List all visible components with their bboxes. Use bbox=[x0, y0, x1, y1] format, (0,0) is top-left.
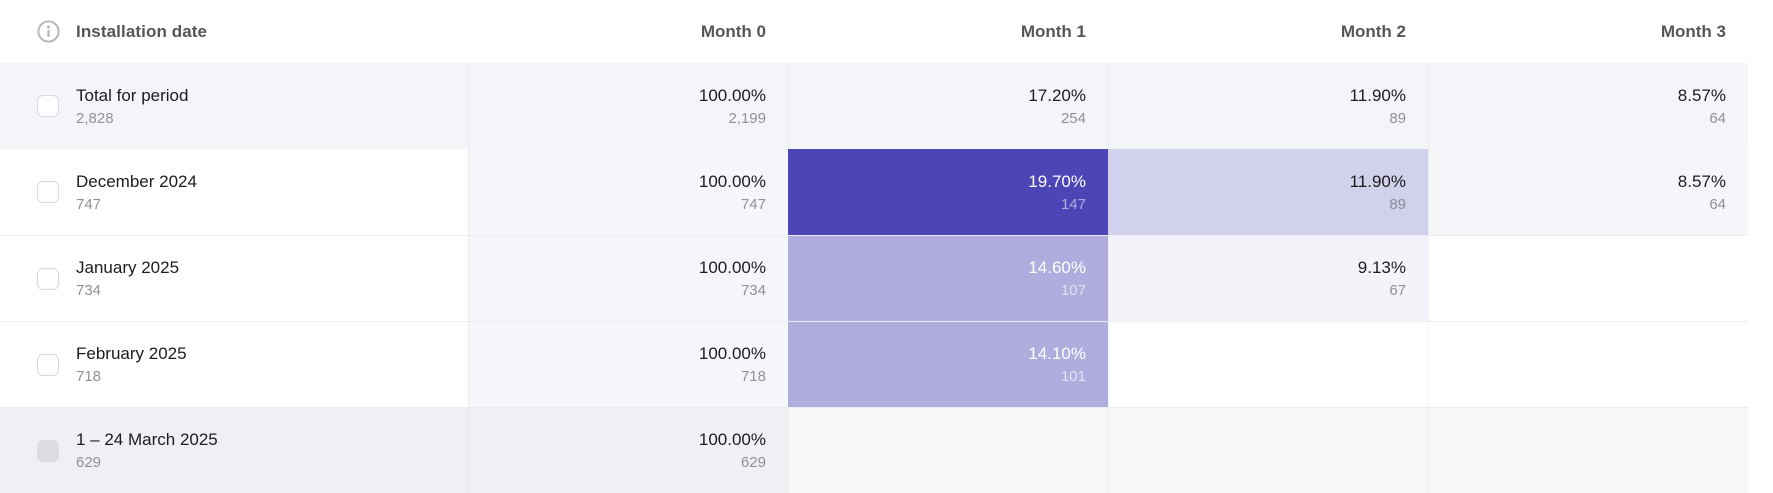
cohort-cell-month-2: 9.13% 67 bbox=[1108, 236, 1428, 321]
cohort-cell-month-1: 14.10% 101 bbox=[788, 322, 1108, 407]
cell-count: 89 bbox=[1389, 195, 1406, 213]
cell-count: 254 bbox=[1060, 109, 1086, 127]
cell-percent: 8.57% bbox=[1677, 85, 1726, 105]
cell-percent: 14.10% bbox=[1028, 344, 1086, 363]
row-label-block: January 2025 734 bbox=[76, 257, 179, 300]
cell-percent: 11.90% bbox=[1349, 171, 1406, 191]
cell-percent: 100.00% bbox=[698, 430, 766, 449]
column-header-month-0: Month 0 bbox=[700, 21, 766, 41]
cell-percent: 14.60% bbox=[1028, 258, 1086, 277]
row-checkbox bbox=[37, 439, 59, 462]
info-icon[interactable] bbox=[37, 20, 60, 43]
table-header: Installation date Month 0 Month 1 Month … bbox=[0, 0, 1748, 63]
cell-percent: 100.00% bbox=[698, 258, 766, 277]
row-checkbox[interactable] bbox=[37, 95, 59, 117]
cohort-cell-month-0: 100.00% 718 bbox=[468, 322, 788, 407]
cell-count: 747 bbox=[740, 195, 766, 213]
row-checkbox[interactable] bbox=[37, 353, 59, 376]
row-label-cell: 1 – 24 March 2025 629 bbox=[0, 408, 468, 493]
cohort-cell-month-1: 17.20% 254 bbox=[788, 63, 1108, 149]
cell-count: 629 bbox=[740, 454, 766, 471]
cohort-cell-month-2 bbox=[1108, 408, 1428, 493]
row-checkbox[interactable] bbox=[37, 181, 59, 203]
row-label: December 2024 bbox=[76, 171, 197, 191]
installation-date-label: Installation date bbox=[76, 21, 208, 41]
cohort-cell-month-3 bbox=[1428, 322, 1748, 407]
cohort-cell-month-2: 11.90% 89 bbox=[1108, 149, 1428, 235]
table-row-total[interactable]: Total for period 2,828 100.00% 2,199 17.… bbox=[0, 63, 1748, 149]
cohort-cell-month-1 bbox=[788, 408, 1108, 493]
row-count: 629 bbox=[76, 454, 102, 471]
cell-count: 107 bbox=[1060, 282, 1086, 299]
row-label-block: February 2025 718 bbox=[76, 343, 187, 386]
cohort-cell-month-0: 100.00% 747 bbox=[468, 149, 788, 235]
row-checkbox[interactable] bbox=[37, 267, 59, 290]
cell-count: 147 bbox=[1060, 195, 1086, 213]
cell-count: 718 bbox=[740, 368, 766, 385]
cell-count: 89 bbox=[1389, 109, 1406, 127]
cohort-cell-month-2: 11.90% 89 bbox=[1108, 63, 1428, 149]
cell-percent: 100.00% bbox=[698, 171, 766, 191]
cell-count: 64 bbox=[1709, 195, 1726, 213]
cell-count: 101 bbox=[1060, 368, 1086, 385]
cell-count: 64 bbox=[1709, 109, 1726, 127]
row-label-block: Total for period 2,828 bbox=[76, 85, 188, 128]
cell-count: 67 bbox=[1389, 282, 1406, 299]
row-count: 747 bbox=[76, 195, 102, 213]
row-label-cell: Total for period 2,828 bbox=[0, 63, 468, 149]
row-count: 718 bbox=[76, 368, 102, 385]
row-count: 734 bbox=[76, 282, 102, 299]
cohort-cell-month-3: 8.57% 64 bbox=[1428, 149, 1748, 235]
row-label-cell: February 2025 718 bbox=[0, 322, 468, 407]
cell-percent: 19.70% bbox=[1028, 171, 1086, 191]
row-count: 2,828 bbox=[76, 109, 114, 127]
row-label: Total for period bbox=[76, 85, 189, 105]
cell-percent: 11.90% bbox=[1349, 85, 1406, 105]
cohort-cell-month-0: 100.00% 734 bbox=[468, 236, 788, 321]
cell-count: 734 bbox=[740, 282, 766, 299]
row-label: 1 – 24 March 2025 bbox=[76, 430, 218, 449]
row-label-cell: January 2025 734 bbox=[0, 236, 468, 321]
row-label-block: December 2024 747 bbox=[76, 171, 197, 214]
cohort-cell-month-1: 14.60% 107 bbox=[788, 236, 1108, 321]
table-row-february-2025[interactable]: February 2025 718 100.00% 718 14.10% 101 bbox=[0, 321, 1748, 407]
column-header-month-1: Month 1 bbox=[1020, 21, 1086, 41]
cell-percent: 9.13% bbox=[1357, 258, 1406, 277]
cohort-cell-month-3 bbox=[1428, 236, 1748, 321]
cohort-cell-month-3 bbox=[1428, 408, 1748, 493]
cell-count: 2,199 bbox=[728, 109, 766, 127]
cell-percent: 100.00% bbox=[698, 85, 766, 105]
cohort-cell-month-1: 19.70% 147 bbox=[788, 149, 1108, 235]
cohort-cell-month-3: 8.57% 64 bbox=[1428, 63, 1748, 149]
cell-percent: 100.00% bbox=[698, 344, 766, 363]
cohort-cell-month-0: 100.00% 2,199 bbox=[468, 63, 788, 149]
column-header-month-3: Month 3 bbox=[1660, 21, 1726, 41]
row-label-cell: December 2024 747 bbox=[0, 149, 468, 235]
cohort-cell-month-2 bbox=[1108, 322, 1428, 407]
table-row-march-2025[interactable]: 1 – 24 March 2025 629 100.00% 629 bbox=[0, 407, 1748, 493]
column-header-month-2: Month 2 bbox=[1340, 21, 1406, 41]
cohort-cell-month-0: 100.00% 629 bbox=[468, 408, 788, 493]
cell-percent: 17.20% bbox=[1028, 85, 1086, 105]
cell-percent: 8.57% bbox=[1677, 171, 1726, 191]
row-label-block: 1 – 24 March 2025 629 bbox=[76, 429, 218, 472]
row-label: January 2025 bbox=[76, 258, 180, 277]
installation-date-header: Installation date bbox=[0, 20, 468, 43]
table-row-december-2024[interactable]: December 2024 747 100.00% 747 19.70% 147… bbox=[0, 149, 1748, 235]
table-row-january-2025[interactable]: January 2025 734 100.00% 734 14.60% 107 … bbox=[0, 235, 1748, 321]
row-label: February 2025 bbox=[76, 344, 187, 363]
